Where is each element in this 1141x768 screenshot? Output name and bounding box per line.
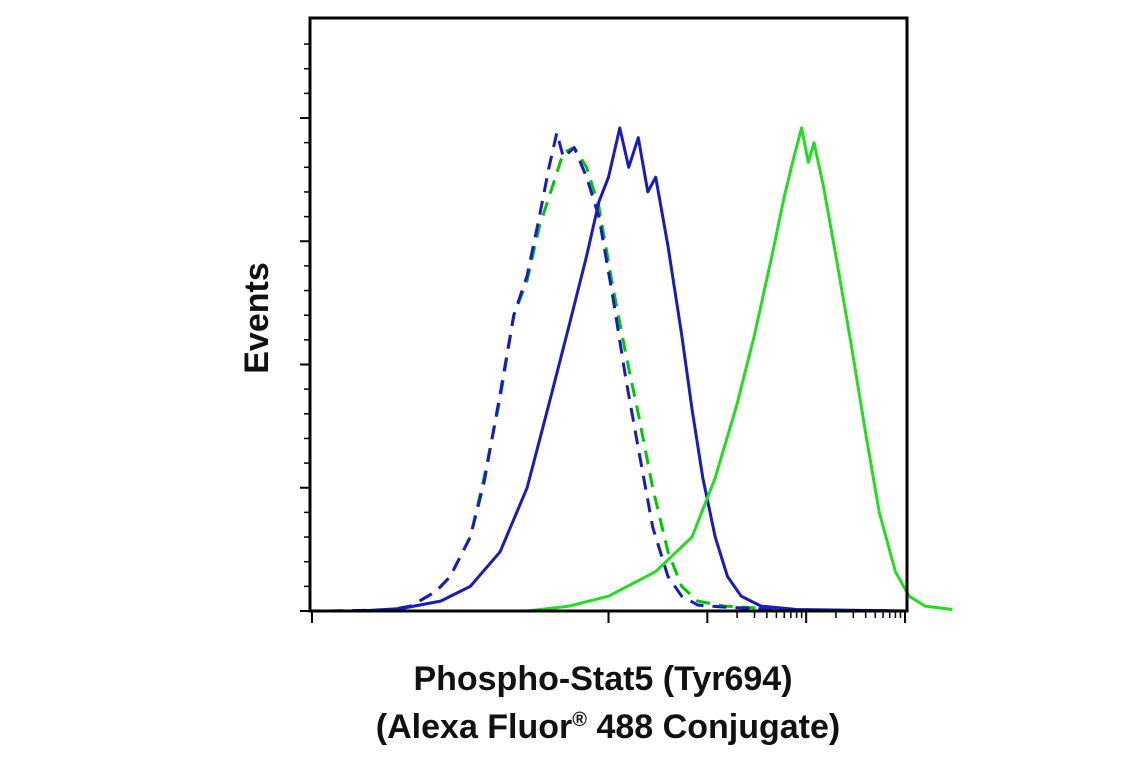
x-axis-label-line2: (Alexa Fluor® 488 Conjugate): [376, 708, 840, 746]
series-layer: [329, 126, 953, 613]
series-line-2: [329, 131, 906, 613]
plot-frame: [308, 16, 909, 613]
series-line-3: [359, 126, 906, 613]
axis-ticks: [300, 43, 906, 623]
x-axis-label-line1: Phospho-Stat5 (Tyr694): [413, 660, 792, 698]
series-line-4: [526, 126, 953, 613]
series-line-1: [329, 146, 906, 613]
y-axis-label: Events: [238, 262, 276, 374]
